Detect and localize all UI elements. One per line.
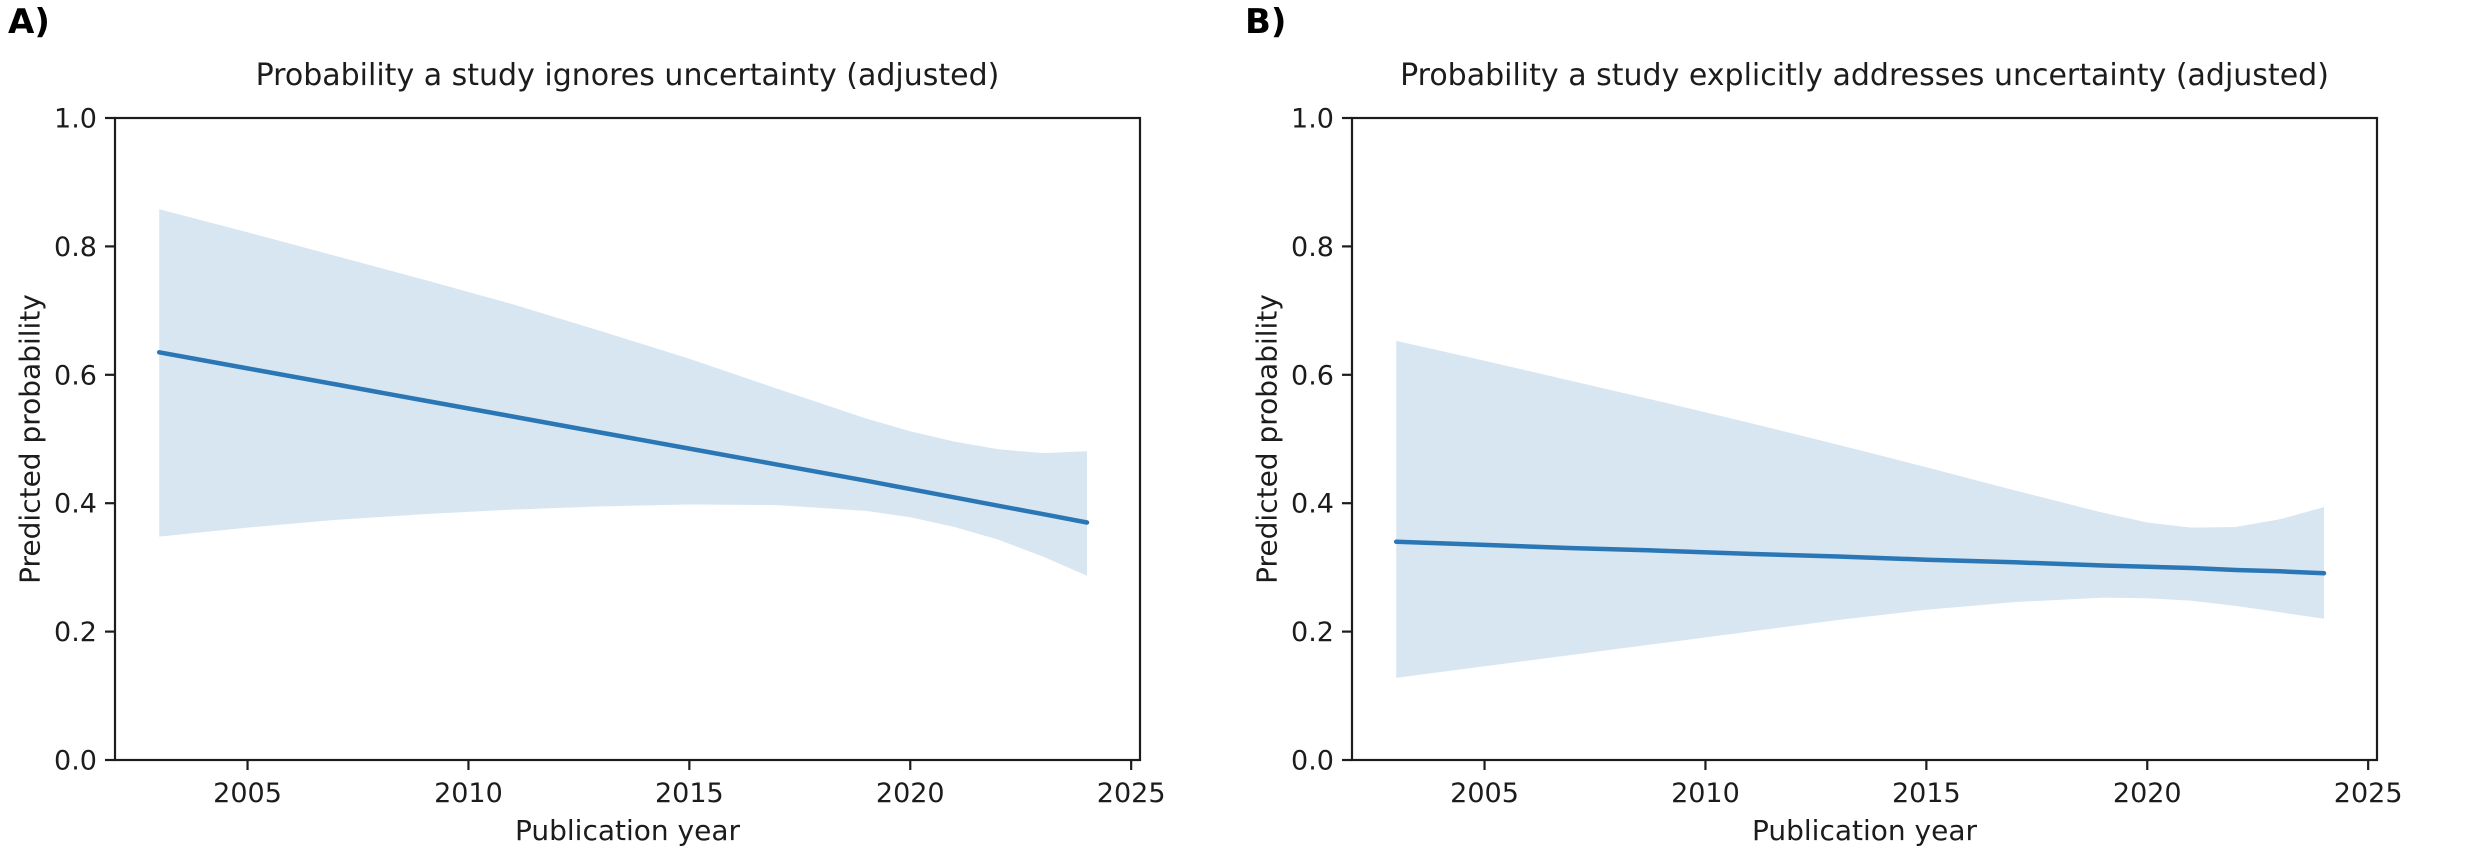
y-tick-label: 0.8 (1291, 232, 1334, 263)
y-tick-label: 0.2 (54, 617, 97, 648)
x-tick-label: 2015 (1892, 778, 1961, 809)
confidence-band (1396, 340, 2324, 678)
y-tick-label: 0.4 (1291, 489, 1334, 520)
trend-line (156, 350, 1090, 525)
panel-a-label: A) (8, 2, 50, 42)
panel-a-title: Probability a study ignores uncertainty … (255, 58, 1000, 93)
x-tick-label: 2005 (213, 778, 282, 809)
x-tick-label: 2025 (2334, 778, 2403, 809)
y-tick-label: 0.6 (1291, 360, 1334, 391)
panel-a-chart-canvas: 2005 2010 2015 2020 2025 0.0 0.2 0.4 0.6 0.8 1.0 (54, 104, 1166, 810)
x-tick-label: 2025 (1097, 778, 1166, 809)
y-tick-label: 0.8 (54, 232, 97, 263)
y-tick-label: 0.0 (1291, 746, 1334, 777)
plot-border (1350, 116, 2379, 762)
panel-b-chart-canvas: 2005 2010 2015 2020 2025 0.0 0.2 0.4 0.6 0.8 1.0 (1291, 104, 2403, 810)
x-tick-label: 2015 (655, 778, 724, 809)
x-tick-label: 2010 (1671, 778, 1740, 809)
x-tick-label: 2020 (2113, 778, 2182, 809)
x-tick-label: 2020 (876, 778, 945, 809)
panel-b: B) Probability a study explicitly addres… (1237, 0, 2474, 857)
panel-a: A) Probability a study ignores uncertain… (8, 2, 1166, 847)
panel-b-x-axis-label: Publication year (1751, 814, 1978, 847)
panel-b-title: Probability a study explicitly addresses… (1400, 58, 2329, 93)
trend-line (1393, 539, 2327, 576)
y-tick-label: 1.0 (54, 104, 97, 135)
panel-a-x-axis-label: Publication year (514, 814, 741, 847)
panel-b-label: B) (1245, 2, 1287, 42)
y-tick-label: 0.4 (54, 489, 97, 520)
y-tick-label: 0.0 (54, 746, 97, 777)
y-tick-label: 0.6 (54, 360, 97, 391)
x-tick-label: 2010 (434, 778, 503, 809)
confidence-band (159, 209, 1087, 576)
x-tick-label: 2005 (1450, 778, 1519, 809)
y-tick-label: 0.2 (1291, 617, 1334, 648)
plot-border (113, 116, 1142, 762)
y-tick-label: 1.0 (1291, 104, 1334, 135)
